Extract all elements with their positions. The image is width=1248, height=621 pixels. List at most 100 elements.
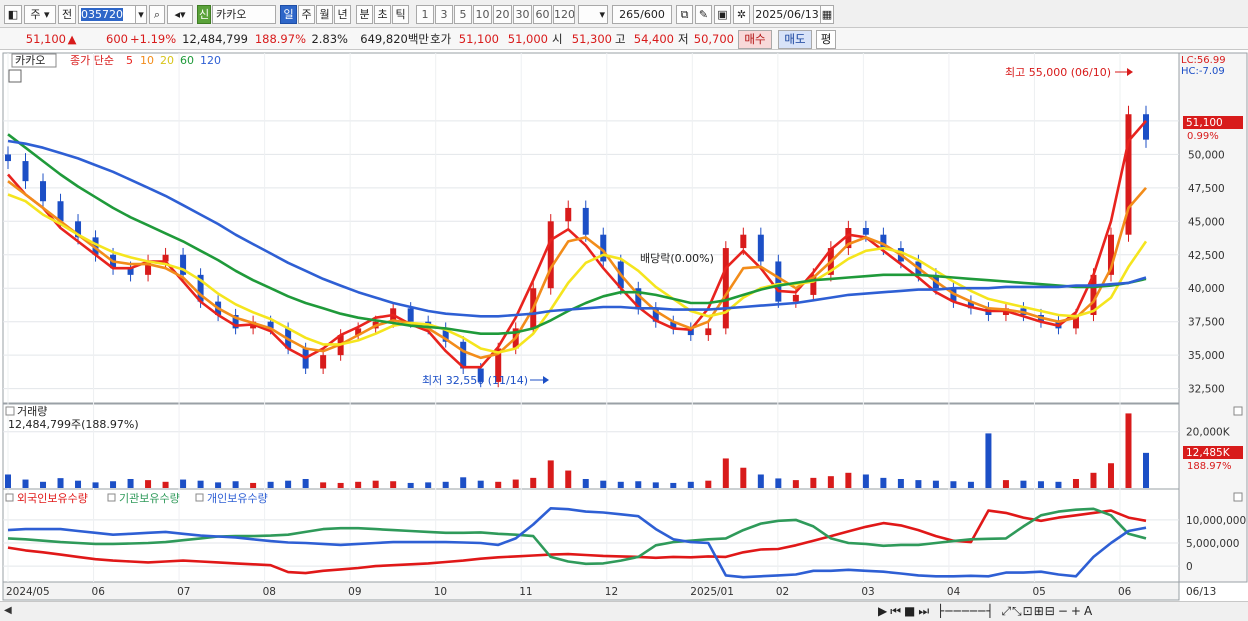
period-second-tab[interactable]: 초 xyxy=(374,5,391,24)
legend-ma10: 10 xyxy=(140,54,154,67)
period-month-tab[interactable]: 월 xyxy=(316,5,333,24)
volume-bar xyxy=(810,477,817,488)
candle-body xyxy=(5,154,11,162)
sell-button[interactable]: 매도 xyxy=(778,30,812,49)
range-slider[interactable]: ├─────┤ xyxy=(937,604,995,618)
volume-pct-text: 188.97% xyxy=(1187,461,1232,472)
period-week-tab[interactable]: 주 xyxy=(298,5,315,24)
volume-bar xyxy=(1002,480,1009,488)
market-type-select[interactable]: 전 xyxy=(58,5,76,24)
volume-bar xyxy=(775,478,782,488)
window-icon[interactable]: ◧ xyxy=(4,5,22,24)
legend-ma60: 60 xyxy=(180,54,194,67)
rewind-icon[interactable]: ⏮ xyxy=(890,604,903,618)
period-minute-tab[interactable]: 분 xyxy=(356,5,373,24)
volume-bar xyxy=(1090,472,1097,488)
buy-button[interactable]: 매수 xyxy=(738,30,772,49)
volume-bar xyxy=(302,478,309,488)
search-icon[interactable]: ⌕ xyxy=(149,5,165,24)
interval-custom-select[interactable]: ▾ xyxy=(578,5,608,24)
volume-bar xyxy=(215,482,222,488)
calendar-icon[interactable]: ▦ xyxy=(820,5,834,24)
candle-body xyxy=(1107,234,1114,275)
volume-close-icon[interactable] xyxy=(1233,406,1243,416)
price-axis-tick: 32,500 xyxy=(1188,384,1225,396)
candle-body xyxy=(40,181,47,202)
candle-body xyxy=(355,328,362,336)
indicator-icon[interactable]: ⧉ xyxy=(676,5,693,24)
volume-value: 12,484,799주(188.97%) xyxy=(8,418,139,431)
hc-label: HC:-7.09 xyxy=(1181,66,1225,77)
text-size-icon[interactable]: A xyxy=(1083,604,1094,618)
bar-count-input[interactable]: 265/600 xyxy=(612,5,672,24)
scroll-right-icon[interactable]: ▶ xyxy=(878,604,889,618)
candle-body xyxy=(442,328,449,342)
interval-60-button[interactable]: 60 xyxy=(533,5,552,24)
table-toggle-icon[interactable] xyxy=(8,69,22,83)
volume-bar xyxy=(670,482,677,488)
volume-bar xyxy=(880,477,887,488)
fast-forward-icon[interactable]: ⏭ xyxy=(918,604,931,618)
zoom-icons[interactable]: ⤢⤡⊡⊞⊟ xyxy=(1001,604,1056,618)
price-axis-tick: 37,500 xyxy=(1188,317,1225,329)
volume-bar xyxy=(495,481,502,488)
volume-ratio: 188.97% xyxy=(254,32,306,46)
volume-bar xyxy=(1055,481,1062,488)
ma-line-10 xyxy=(7,180,1147,360)
candle-body xyxy=(477,368,484,382)
x-axis-tick: 06 xyxy=(92,586,106,598)
volume-bar xyxy=(145,480,152,488)
date-input[interactable]: 2025/06/13 xyxy=(753,5,821,24)
stock-name-field[interactable]: 카카오 xyxy=(212,5,276,24)
volume-bar xyxy=(1107,463,1114,488)
volume-value: 12,484,799 xyxy=(182,32,248,46)
quote-bar xyxy=(0,28,1248,50)
candle-body xyxy=(1072,315,1079,329)
period-year-tab[interactable]: 년 xyxy=(334,5,351,24)
legend-foreign: 외국인보유수량 xyxy=(17,492,88,505)
low-arrow-head xyxy=(543,376,549,384)
interval-120-button[interactable]: 120 xyxy=(553,5,575,24)
scroll-left-icon[interactable]: ◀ xyxy=(4,605,12,616)
chart-scrollbar[interactable]: ◀ ▶ ⏮ ■ ⏭ ├─────┤ ⤢⤡⊡⊞⊟ − + A xyxy=(0,601,1248,621)
holdings-axis-tick: 0 xyxy=(1186,561,1193,573)
candle-body xyxy=(967,301,974,309)
interval-10-button[interactable]: 10 xyxy=(473,5,492,24)
interval-3-button[interactable]: 3 xyxy=(435,5,453,24)
period-day-tab[interactable]: 일 xyxy=(280,5,297,24)
volume-bar xyxy=(425,482,432,488)
plus-icon[interactable]: + xyxy=(1070,604,1082,618)
interval-20-button[interactable]: 20 xyxy=(493,5,512,24)
price-change-pct: +1.19% xyxy=(130,32,177,46)
stock-code-input[interactable]: 035720 xyxy=(78,5,136,24)
x-axis-tick: 08 xyxy=(263,586,276,598)
stop-icon[interactable]: ■ xyxy=(904,604,917,618)
save-icon[interactable]: ▣ xyxy=(714,5,731,24)
minus-icon[interactable]: − xyxy=(1057,604,1069,618)
interval-1-button[interactable]: 1 xyxy=(416,5,434,24)
settings-gear-icon[interactable]: ✲ xyxy=(733,5,750,24)
market-select[interactable]: 주 ▾ xyxy=(24,5,56,24)
volume-bar xyxy=(792,480,799,488)
volume-bar xyxy=(40,481,47,488)
code-dropdown-button[interactable]: ▾ xyxy=(135,5,147,24)
speaker-icon[interactable]: ◂▾ xyxy=(167,5,193,24)
high-marker: 최고 55,000 (06/10) xyxy=(1005,66,1111,79)
candle-body xyxy=(722,248,729,329)
period-tick-tab[interactable]: 틱 xyxy=(392,5,409,24)
interval-5-button[interactable]: 5 xyxy=(454,5,472,24)
volume-bar xyxy=(530,477,537,488)
volume-bar xyxy=(617,481,624,488)
x-axis-tick: 10 xyxy=(434,586,447,598)
candle-body xyxy=(775,261,782,302)
interval-30-button[interactable]: 30 xyxy=(513,5,532,24)
volume-bar xyxy=(162,481,169,488)
flat-button[interactable]: 평 xyxy=(816,30,836,49)
stock-badge: 신 xyxy=(197,5,211,24)
volume-bar xyxy=(547,460,554,488)
scroll-controls: ▶ ⏮ ■ ⏭ ├─────┤ ⤢⤡⊡⊞⊟ − + A xyxy=(878,604,1095,619)
draw-tool-icon[interactable]: ✎ xyxy=(695,5,712,24)
holdings-axis-tick: 5,000,000 xyxy=(1186,538,1239,550)
holdings-close-icon[interactable] xyxy=(1233,492,1243,502)
candle-body xyxy=(757,234,764,262)
